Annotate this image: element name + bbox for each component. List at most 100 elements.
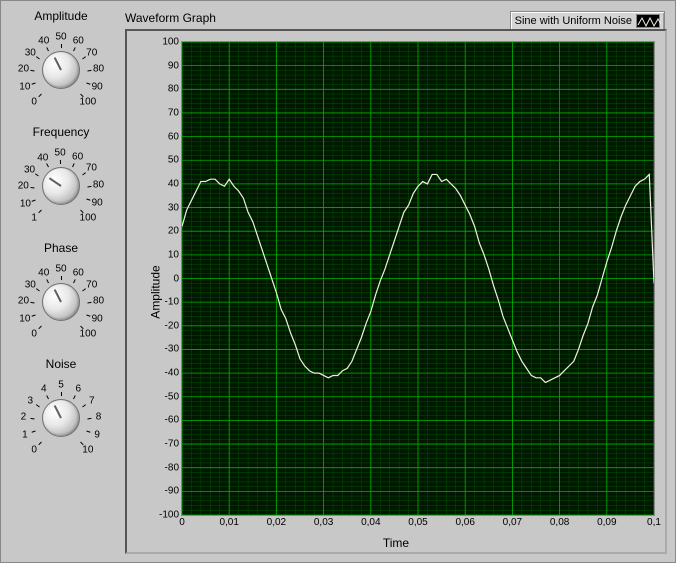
- tick-mark: [73, 279, 76, 283]
- knob-body[interactable]: [42, 51, 80, 89]
- tick-label: 1: [31, 212, 37, 223]
- tick-label: 50: [55, 148, 66, 159]
- tick-mark: [32, 200, 36, 202]
- tick-label: 10: [82, 444, 93, 455]
- knob-phase[interactable]: Phase0102030405060708090100: [6, 241, 116, 351]
- y-tick-label: 70: [168, 107, 182, 118]
- tick-label: 10: [20, 199, 31, 210]
- legend[interactable]: Sine with Uniform Noise: [510, 11, 665, 31]
- tick-label: 70: [86, 47, 97, 58]
- x-axis-label: Time: [383, 536, 409, 550]
- tick-mark: [39, 326, 43, 330]
- x-tick-label: 0,04: [361, 515, 380, 528]
- tick-label: 60: [73, 36, 84, 47]
- tick-label: 9: [94, 429, 100, 440]
- x-tick-label: 0,09: [597, 515, 616, 528]
- tick-label: 2: [21, 412, 27, 423]
- tick-label: 40: [37, 152, 48, 163]
- tick-label: 30: [25, 47, 36, 58]
- y-tick-label: -10: [165, 297, 182, 308]
- knob-dial[interactable]: 0102030405060708090100: [11, 257, 111, 347]
- tick-label: 90: [92, 197, 103, 208]
- tick-mark: [46, 164, 49, 168]
- x-tick-label: 0,01: [219, 515, 238, 528]
- knob-amplitude[interactable]: Amplitude0102030405060708090100: [6, 9, 116, 119]
- knob-body[interactable]: [42, 283, 80, 321]
- y-tick-label: -90: [165, 486, 182, 497]
- y-tick-label: 90: [168, 60, 182, 71]
- y-tick-label: 20: [168, 226, 182, 237]
- tick-label: 1: [22, 429, 28, 440]
- knob-body[interactable]: [42, 167, 80, 205]
- tick-label: 10: [19, 313, 30, 324]
- y-tick-label: -80: [165, 462, 182, 473]
- y-tick-label: -60: [165, 415, 182, 426]
- x-tick-label: 0,08: [550, 515, 569, 528]
- y-tick-label: 30: [168, 202, 182, 213]
- knob-label: Noise: [6, 357, 116, 371]
- tick-label: 90: [92, 313, 103, 324]
- plot-container: Amplitude Time -100-90-80-70-60-50-40-30…: [125, 29, 667, 554]
- tick-mark: [73, 395, 76, 399]
- tick-label: 70: [86, 279, 97, 290]
- tick-mark: [60, 160, 61, 164]
- tick-label: 10: [19, 81, 30, 92]
- y-tick-label: 50: [168, 155, 182, 166]
- tick-label: 50: [55, 264, 66, 275]
- y-tick-label: -30: [165, 344, 182, 355]
- waveform-plot[interactable]: -100-90-80-70-60-50-40-30-20-10010203040…: [181, 41, 655, 516]
- tick-label: 80: [93, 179, 104, 190]
- tick-label: 50: [55, 32, 66, 43]
- tick-mark: [88, 70, 92, 72]
- knob-label: Frequency: [6, 125, 116, 139]
- knob-frequency[interactable]: Frequency1102030405060708090100: [6, 125, 116, 235]
- knob-dial[interactable]: 012345678910: [11, 373, 111, 463]
- tick-label: 0: [31, 444, 37, 455]
- tick-mark: [87, 199, 91, 201]
- tick-mark: [61, 276, 62, 280]
- tick-mark: [39, 210, 43, 214]
- x-tick-label: 0,07: [503, 515, 522, 528]
- tick-label: 30: [25, 279, 36, 290]
- x-tick-label: 0,1: [647, 515, 661, 528]
- tick-mark: [39, 94, 43, 98]
- tick-mark: [36, 56, 40, 59]
- tick-label: 40: [38, 36, 49, 47]
- knob-dial[interactable]: 0102030405060708090100: [11, 25, 111, 115]
- tick-mark: [30, 70, 34, 72]
- legend-swatch: [636, 14, 660, 28]
- tick-mark: [31, 315, 35, 317]
- tick-mark: [61, 392, 62, 396]
- tick-label: 20: [18, 181, 29, 192]
- y-axis-label: Amplitude: [149, 265, 163, 318]
- tick-label: 0: [31, 96, 37, 107]
- graph-panel: Waveform Graph Sine with Uniform Noise A…: [121, 1, 671, 558]
- y-tick-label: 100: [162, 37, 182, 48]
- tick-label: 60: [73, 268, 84, 279]
- y-tick-label: 40: [168, 178, 182, 189]
- tick-label: 20: [18, 64, 29, 75]
- y-tick-label: 80: [168, 84, 182, 95]
- tick-mark: [87, 315, 91, 317]
- y-tick-label: -50: [165, 391, 182, 402]
- knob-noise[interactable]: Noise012345678910: [6, 357, 116, 467]
- y-tick-label: -20: [165, 320, 182, 331]
- tick-mark: [39, 442, 43, 446]
- x-tick-label: 0,02: [267, 515, 286, 528]
- tick-label: 40: [38, 268, 49, 279]
- tick-label: 5: [58, 380, 64, 391]
- tick-mark: [30, 302, 34, 304]
- x-tick-label: 0,03: [314, 515, 333, 528]
- knob-dial[interactable]: 1102030405060708090100: [11, 141, 111, 231]
- tick-label: 6: [75, 384, 81, 395]
- legend-label: Sine with Uniform Noise: [515, 15, 632, 27]
- tick-label: 80: [93, 296, 104, 307]
- tick-label: 3: [27, 395, 33, 406]
- tick-label: 80: [93, 64, 104, 75]
- tick-mark: [61, 44, 62, 48]
- tick-label: 0: [31, 328, 37, 339]
- knob-body[interactable]: [42, 399, 80, 437]
- tick-mark: [30, 187, 34, 188]
- tick-label: 90: [92, 81, 103, 92]
- tick-mark: [36, 404, 40, 407]
